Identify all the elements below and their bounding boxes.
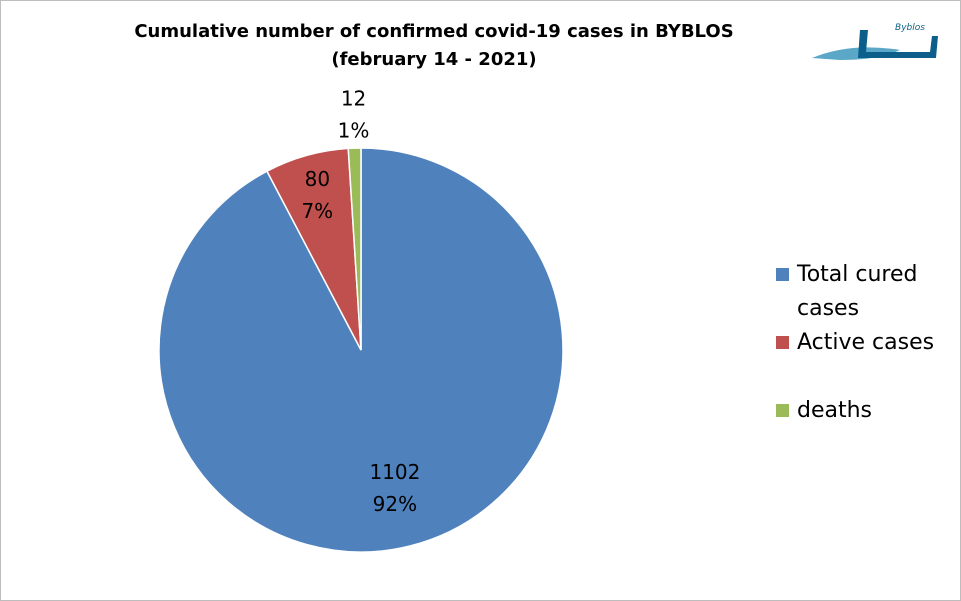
pie-slice <box>347 147 362 351</box>
legend-item: Active cases <box>776 326 946 360</box>
legend-label: deaths <box>797 398 873 423</box>
legend-item: Total cured cases <box>776 258 946 326</box>
logo-text: Byblos <box>895 23 925 33</box>
legend-swatch <box>776 404 789 417</box>
data-label: 80 <box>305 167 330 191</box>
legend-swatch <box>776 268 789 281</box>
data-label: 1102 <box>369 460 420 484</box>
legend-swatch <box>776 336 789 349</box>
percent-label: 92% <box>373 492 417 516</box>
data-label: 12 <box>341 86 366 110</box>
legend-item: deaths <box>776 394 946 428</box>
logo-mark <box>858 30 938 58</box>
percent-label: 7% <box>301 199 333 223</box>
logo: Byblos <box>812 23 938 60</box>
legend: Total cured cases Active cases deaths <box>776 258 946 428</box>
chart-title: Cumulative number of confirmed covid-19 … <box>134 21 733 42</box>
legend-label: Total cured cases <box>797 262 918 321</box>
legend-label: Active cases <box>797 330 935 355</box>
percent-label: 1% <box>338 118 370 142</box>
chart-subtitle: (february 14 - 2021) <box>331 49 536 70</box>
